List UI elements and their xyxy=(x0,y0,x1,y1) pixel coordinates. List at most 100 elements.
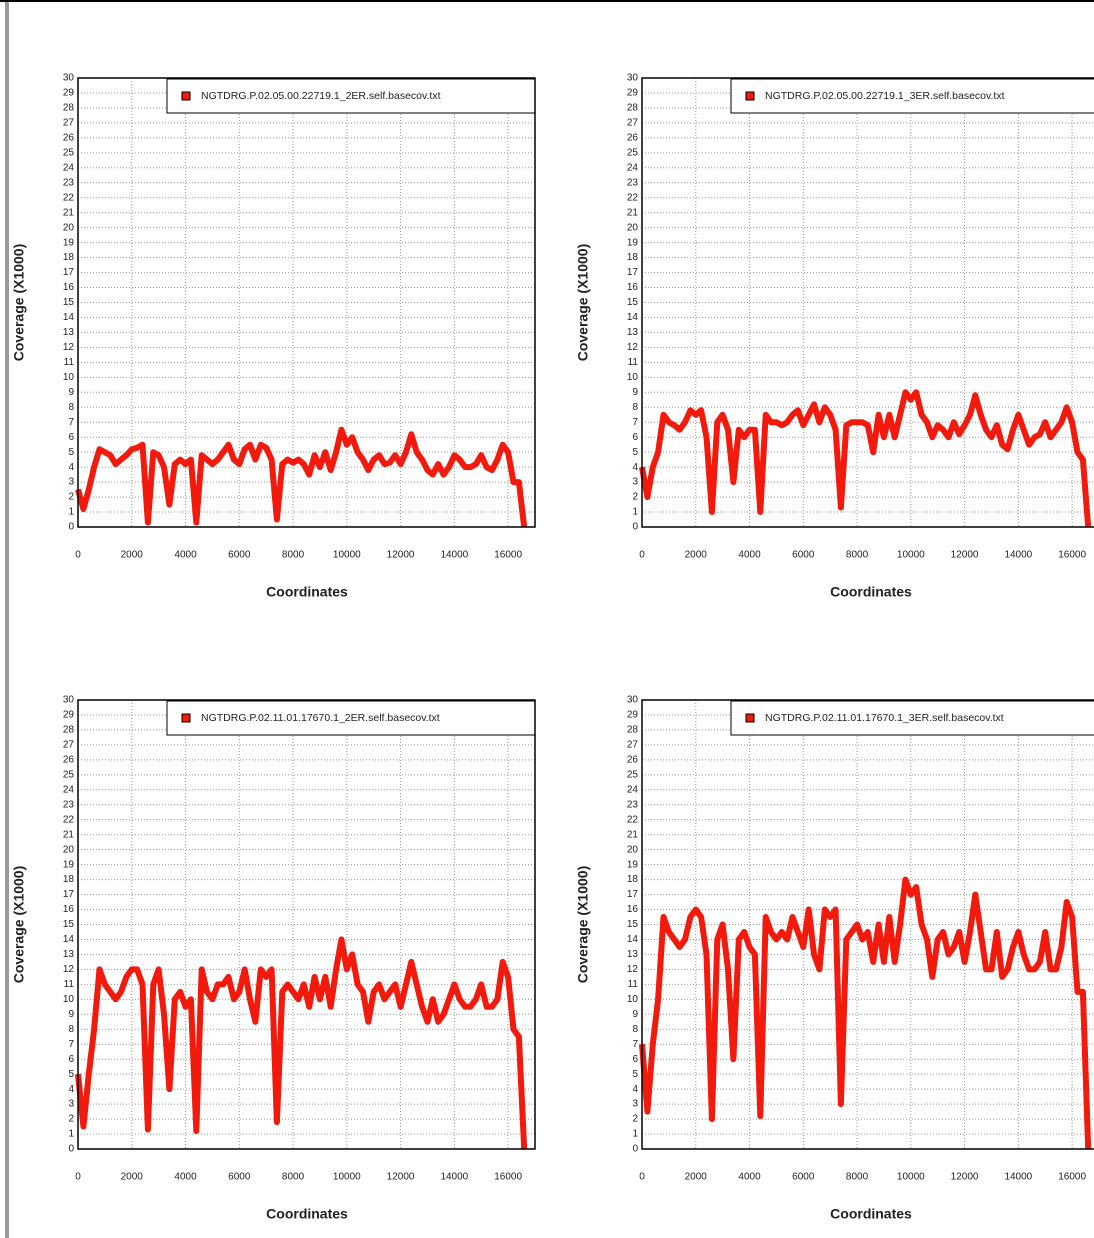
y-tick-label: 30 xyxy=(63,73,75,84)
chart: 0123456789101112131415161718192021222324… xyxy=(575,73,1094,600)
y-tick-label: 13 xyxy=(627,949,639,960)
y-tick-label: 7 xyxy=(632,417,638,428)
y-tick-label: 25 xyxy=(627,769,639,780)
x-tick-label: 12000 xyxy=(387,1172,415,1183)
y-tick-label: 25 xyxy=(63,769,75,780)
y-tick-label: 21 xyxy=(627,829,639,840)
y-tick-label: 6 xyxy=(68,432,74,443)
y-tick-label: 7 xyxy=(68,1039,74,1050)
y-tick-label: 1 xyxy=(632,507,638,518)
y-tick-label: 12 xyxy=(627,964,639,975)
legend-box xyxy=(166,700,536,736)
y-tick-label: 8 xyxy=(68,402,74,413)
x-tick-label: 16000 xyxy=(1058,550,1086,561)
x-tick-label: 4000 xyxy=(738,1172,761,1183)
x-tick-label: 14000 xyxy=(1004,1172,1032,1183)
y-tick-label: 26 xyxy=(627,133,639,144)
y-tick-label: 18 xyxy=(627,874,639,885)
series-line xyxy=(639,389,1092,528)
y-tick-label: 11 xyxy=(628,357,639,368)
y-tick-label: 21 xyxy=(63,207,75,218)
y-tick-label: 22 xyxy=(63,814,75,825)
x-tick-label: 10000 xyxy=(897,1172,925,1183)
x-tick-label: 14000 xyxy=(1004,550,1032,561)
y-tick-label: 14 xyxy=(63,934,75,945)
chart: 0123456789101112131415161718192021222324… xyxy=(575,695,1094,1222)
y-tick-label: 4 xyxy=(632,462,638,473)
x-tick-label: 4000 xyxy=(174,550,197,561)
y-tick-label: 27 xyxy=(627,740,639,751)
y-tick-label: 11 xyxy=(628,979,639,990)
y-tick-label: 20 xyxy=(627,222,639,233)
y-tick-label: 27 xyxy=(627,118,639,129)
y-tick-label: 18 xyxy=(63,252,75,263)
y-tick-label: 12 xyxy=(63,342,75,353)
y-tick-label: 5 xyxy=(632,447,638,458)
legend-marker xyxy=(181,713,191,723)
y-tick-label: 7 xyxy=(632,1039,638,1050)
x-tick-label: 10000 xyxy=(897,550,925,561)
y-tick-label: 11 xyxy=(64,979,75,990)
y-tick-label: 6 xyxy=(632,1054,638,1065)
y-tick-label: 6 xyxy=(68,1054,74,1065)
y-axis-title: Coverage (X1000) xyxy=(575,866,591,984)
y-tick-label: 29 xyxy=(63,710,75,721)
y-tick-label: 19 xyxy=(63,859,75,870)
y-tick-label: 8 xyxy=(632,1024,638,1035)
y-tick-label: 4 xyxy=(68,1084,74,1095)
x-axis-title: Coordinates xyxy=(830,584,912,600)
y-tick-label: 4 xyxy=(632,1084,638,1095)
y-tick-label: 24 xyxy=(63,162,75,173)
legend-label: NGTDRG.P.02.11.01.17670.1_3ER.self.basec… xyxy=(765,712,1004,724)
y-tick-label: 15 xyxy=(627,919,639,930)
y-tick-label: 29 xyxy=(63,88,75,99)
y-tick-label: 25 xyxy=(627,147,639,158)
y-tick-label: 10 xyxy=(63,994,75,1005)
x-tick-label: 4000 xyxy=(174,1172,197,1183)
x-axis-title: Coordinates xyxy=(266,1206,348,1222)
y-tick-label: 20 xyxy=(627,844,639,855)
y-tick-label: 21 xyxy=(627,207,639,218)
y-tick-label: 17 xyxy=(63,267,75,278)
x-tick-label: 12000 xyxy=(951,1172,979,1183)
y-tick-label: 22 xyxy=(63,192,75,203)
y-tick-label: 28 xyxy=(627,103,639,114)
x-axis-title: Coordinates xyxy=(830,1206,912,1222)
y-tick-label: 0 xyxy=(632,522,638,533)
y-tick-label: 12 xyxy=(627,342,639,353)
y-tick-label: 24 xyxy=(627,162,639,173)
y-tick-label: 16 xyxy=(627,904,639,915)
x-tick-label: 8000 xyxy=(282,1172,305,1183)
y-tick-label: 21 xyxy=(63,829,75,840)
y-tick-label: 26 xyxy=(63,755,75,766)
y-tick-label: 9 xyxy=(68,387,74,398)
y-tick-label: 20 xyxy=(63,844,75,855)
y-tick-label: 1 xyxy=(68,1129,74,1140)
y-tick-label: 23 xyxy=(63,799,75,810)
series-line xyxy=(75,426,528,528)
y-tick-label: 1 xyxy=(68,507,74,518)
plot-border xyxy=(641,77,1094,528)
y-tick-label: 28 xyxy=(63,103,75,114)
legend-marker xyxy=(745,713,755,723)
x-tick-label: 0 xyxy=(639,550,645,561)
x-tick-label: 16000 xyxy=(494,1172,522,1183)
y-tick-label: 28 xyxy=(627,725,639,736)
x-tick-label: 16000 xyxy=(1058,1172,1086,1183)
y-tick-label: 16 xyxy=(63,904,75,915)
y-tick-label: 6 xyxy=(632,432,638,443)
y-tick-label: 15 xyxy=(63,919,75,930)
y-tick-label: 10 xyxy=(627,994,639,1005)
y-tick-label: 13 xyxy=(627,327,639,338)
y-tick-label: 16 xyxy=(627,282,639,293)
x-tick-label: 2000 xyxy=(121,550,144,561)
y-tick-label: 30 xyxy=(63,695,75,706)
legend-box xyxy=(166,78,536,114)
y-axis-title: Coverage (X1000) xyxy=(11,244,27,362)
y-tick-label: 17 xyxy=(63,889,75,900)
y-tick-label: 29 xyxy=(627,710,639,721)
y-axis-title: Coverage (X1000) xyxy=(11,866,27,984)
y-tick-label: 19 xyxy=(63,237,75,248)
y-tick-label: 23 xyxy=(627,799,639,810)
